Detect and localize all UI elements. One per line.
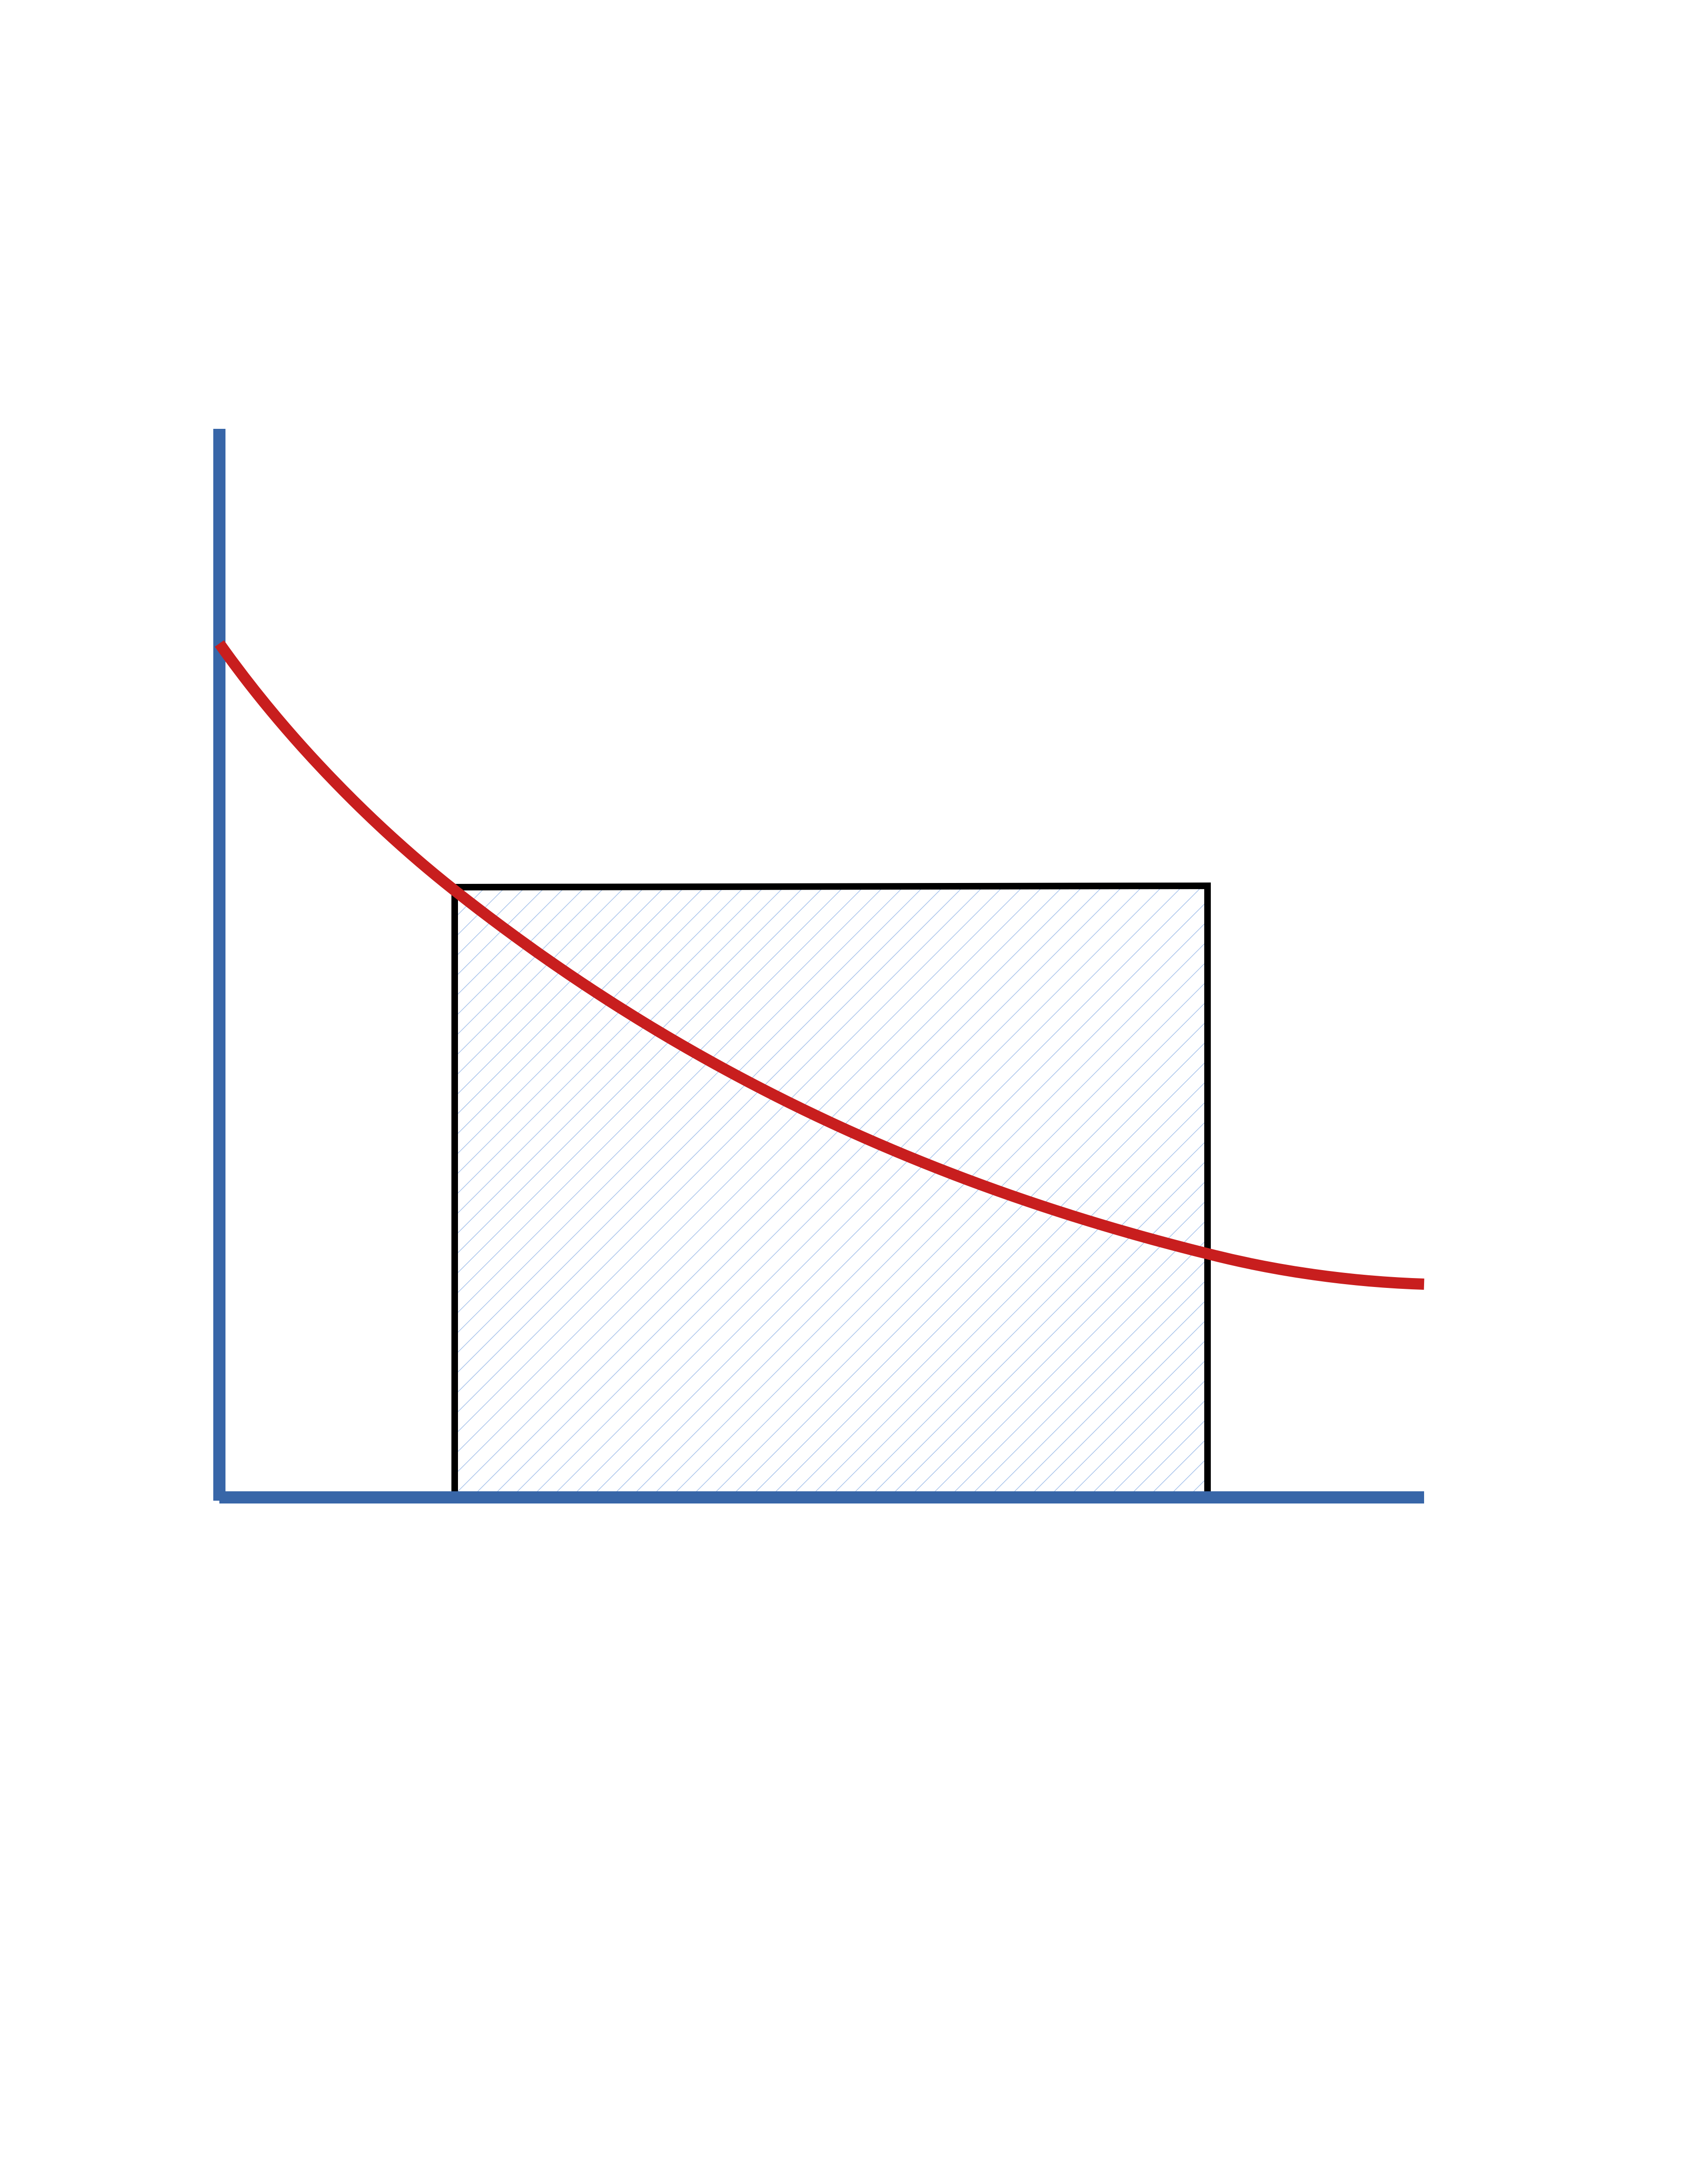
hatched-region	[455, 887, 1208, 1497]
decaying-curve	[215, 640, 1425, 1290]
rectangle-outline	[451, 882, 1211, 1501]
